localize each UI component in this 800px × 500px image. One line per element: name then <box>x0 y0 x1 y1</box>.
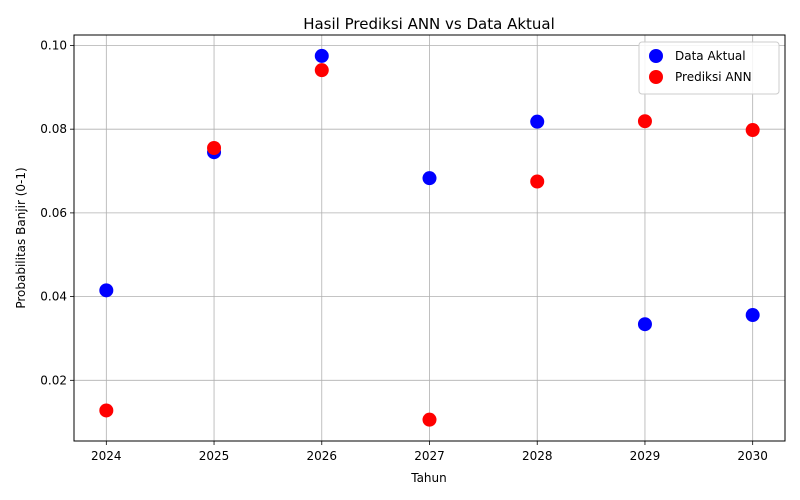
x-tick-label: 2024 <box>91 449 122 463</box>
y-axis-ticks: 0.02 0.04 0.06 0.08 0.10 <box>40 38 74 387</box>
point-data-aktual-2027 <box>422 171 437 186</box>
y-tick-label: 0.02 <box>40 373 67 387</box>
legend-label: Prediksi ANN <box>675 70 752 84</box>
y-tick-label: 0.10 <box>40 38 67 52</box>
point-prediksi-ann-2024 <box>99 403 114 418</box>
x-axis-label: Tahun <box>410 471 447 485</box>
point-prediksi-ann-2030 <box>745 123 760 138</box>
legend-label: Data Aktual <box>675 49 746 63</box>
point-data-aktual-2024 <box>99 283 114 298</box>
data-points <box>99 48 760 427</box>
grid-lines <box>74 35 785 441</box>
point-data-aktual-2026 <box>314 48 329 63</box>
legend-box <box>638 41 780 95</box>
y-tick-label: 0.06 <box>40 206 67 220</box>
point-prediksi-ann-2029 <box>637 114 652 129</box>
legend-marker <box>649 49 663 63</box>
x-tick-label: 2028 <box>522 449 553 463</box>
chart-title: Hasil Prediksi ANN vs Data Aktual <box>303 15 555 33</box>
point-prediksi-ann-2028 <box>530 174 545 189</box>
x-tick-label: 2026 <box>306 449 337 463</box>
x-tick-label: 2025 <box>199 449 230 463</box>
legend-marker <box>649 70 663 84</box>
point-prediksi-ann-2026 <box>314 63 329 78</box>
x-tick-label: 2027 <box>414 449 445 463</box>
point-prediksi-ann-2027 <box>422 412 437 427</box>
y-tick-label: 0.08 <box>40 122 67 136</box>
x-tick-label: 2029 <box>630 449 661 463</box>
x-axis-ticks: 2024 2025 2026 2027 2028 2029 2030 <box>91 441 768 463</box>
x-tick-label: 2030 <box>737 449 768 463</box>
point-data-aktual-2030 <box>745 308 760 323</box>
point-prediksi-ann-2025 <box>207 141 222 156</box>
y-axis-label: Probabilitas Banjir (0-1) <box>14 167 28 308</box>
point-data-aktual-2029 <box>637 317 652 332</box>
point-data-aktual-2028 <box>530 114 545 129</box>
legend: Data Aktual Prediksi ANN <box>638 41 780 95</box>
y-tick-label: 0.04 <box>40 290 67 304</box>
